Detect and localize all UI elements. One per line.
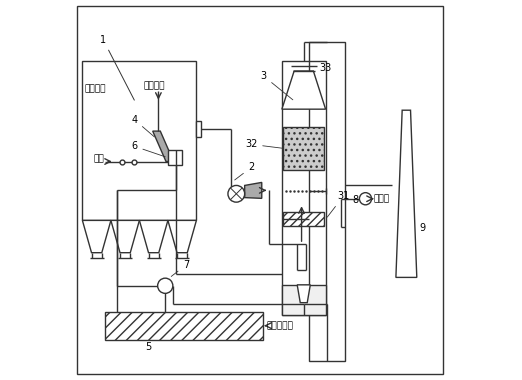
Bar [309, 42, 345, 361]
Circle shape [360, 193, 372, 205]
Bar [82, 61, 196, 220]
Text: 1: 1 [100, 35, 134, 100]
Text: 工艺水: 工艺水 [374, 194, 390, 203]
Text: 7: 7 [171, 260, 189, 277]
Text: 燃烧烟气: 燃烧烟气 [84, 85, 106, 94]
Circle shape [228, 185, 245, 202]
Text: 32: 32 [245, 139, 283, 149]
Text: 5: 5 [145, 342, 151, 352]
Circle shape [158, 278, 173, 293]
Bar [105, 312, 263, 340]
Polygon shape [297, 285, 310, 302]
Text: 水处理系统: 水处理系统 [267, 321, 293, 330]
Text: 3: 3 [260, 71, 293, 100]
Bar [196, 122, 201, 138]
Text: 6: 6 [132, 141, 165, 157]
Polygon shape [82, 220, 111, 253]
Polygon shape [139, 220, 168, 253]
Text: 4: 4 [132, 115, 155, 137]
Polygon shape [396, 110, 417, 277]
Text: 31: 31 [327, 192, 349, 217]
Text: 2: 2 [235, 162, 255, 180]
Polygon shape [153, 131, 174, 162]
Bar [168, 150, 182, 165]
Text: 33: 33 [319, 63, 331, 73]
Text: 9: 9 [420, 223, 426, 233]
Polygon shape [111, 220, 139, 253]
Polygon shape [168, 220, 196, 253]
Polygon shape [245, 182, 262, 198]
Polygon shape [282, 71, 326, 109]
Text: 液碱: 液碱 [94, 154, 104, 163]
Bar [282, 285, 326, 315]
Bar [283, 212, 325, 226]
Bar [283, 127, 325, 170]
Text: 8: 8 [352, 195, 358, 205]
Bar [282, 61, 326, 315]
Text: 碱性废水: 碱性废水 [143, 81, 165, 90]
